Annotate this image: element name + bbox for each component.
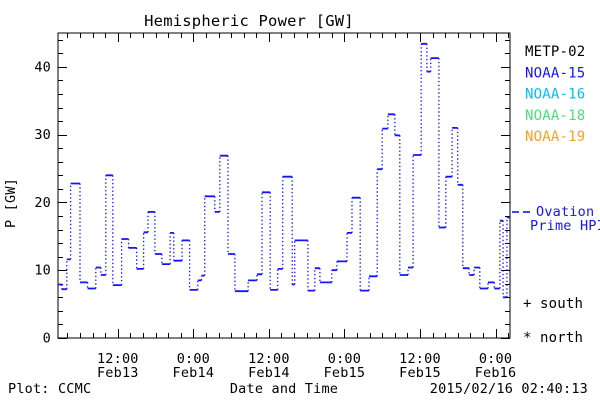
hpi-curve-levels: [58, 42, 510, 299]
hpi-curve: [58, 42, 510, 299]
x-tick-label-time: 12:00: [248, 351, 290, 367]
x-tick-label-date: Feb15: [399, 365, 441, 381]
legend-satellite-label: NOAA-19: [525, 129, 585, 145]
x-tick-label-date: Feb15: [324, 365, 366, 381]
satellite-legend: METP-02 NOAA-15 NOAA-16 NOAA-18 NOAA-19: [525, 44, 585, 145]
x-tick-labels: 12:00Feb130:00Feb1412:00Feb140:00Feb1512…: [97, 351, 516, 381]
footer-timestamp: 2015/02/16 02:40:13: [430, 381, 588, 397]
y-tick-label: 0: [43, 331, 51, 347]
legend-satellite-label: NOAA-16: [525, 87, 585, 103]
x-tick-label-time: 0:00: [479, 351, 512, 367]
x-axis-title: Date and Time: [230, 381, 338, 397]
hpi-curve-vertical-connectors: [61, 43, 508, 298]
x-tick-label-time: 12:00: [97, 351, 139, 367]
south-marker-legend: + south: [523, 296, 583, 312]
footer-plot-credit: Plot: CCMC: [8, 381, 91, 397]
x-tick-label-date: Feb13: [97, 365, 139, 381]
ovation-legend-line1: Ovation: [536, 204, 594, 220]
y-tick-labels: 0 10 20 30 40: [34, 59, 51, 347]
y-tick-label: 40: [34, 59, 51, 75]
ovation-legend-line2: Prime HPI: [530, 218, 600, 234]
asterisk-marker-icon: *: [523, 330, 532, 346]
legend-satellite-label: NOAA-18: [525, 108, 585, 124]
x-tick-label-time: 0:00: [328, 351, 361, 367]
x-tick-label-time: 0:00: [177, 351, 210, 367]
plot-area-border: [57, 32, 511, 339]
legend-satellite-label: METP-02: [525, 44, 585, 60]
x-tick-label-date: Feb14: [248, 365, 290, 381]
x-tick-label-date: Feb14: [173, 365, 215, 381]
axis-ticks: [58, 33, 510, 339]
ovation-legend: Ovation Prime HPI: [512, 204, 600, 234]
y-tick-label: 10: [34, 263, 51, 279]
plus-marker-icon: +: [523, 296, 532, 312]
y-tick-label: 30: [34, 127, 51, 143]
x-tick-label-time: 12:00: [399, 351, 441, 367]
x-tick-label-date: Feb16: [475, 365, 517, 381]
north-marker-legend: * north: [523, 330, 583, 346]
y-tick-label: 20: [34, 195, 51, 211]
y-axis-label: P [GW]: [3, 178, 19, 228]
north-label: north: [540, 330, 583, 346]
chart-title: Hemispheric Power [GW]: [144, 12, 354, 30]
legend-satellite-label: NOAA-15: [525, 65, 585, 81]
south-label: south: [540, 296, 583, 312]
